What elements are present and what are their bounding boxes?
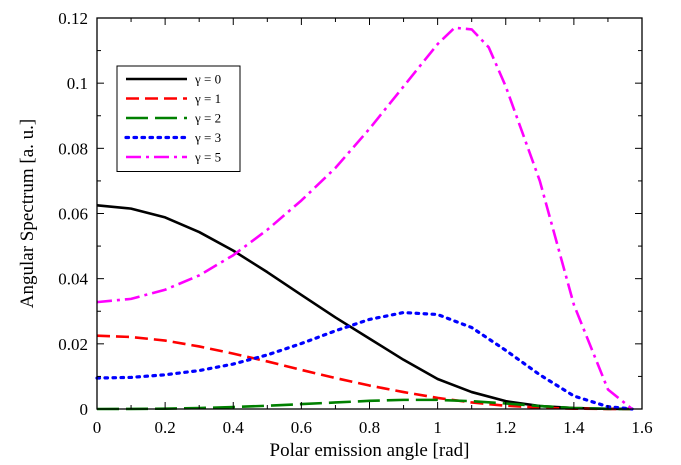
y-tick-label: 0 — [80, 400, 89, 419]
y-axis-title: Angular Spectrum [a. u.] — [17, 119, 38, 308]
y-tick-label: 0.12 — [58, 9, 88, 28]
x-tick-label: 0 — [93, 418, 102, 437]
series-line-4 — [96, 26, 633, 411]
x-tick-label: 1.6 — [631, 418, 652, 437]
x-tick-label: 1 — [433, 418, 442, 437]
legend-label-4: γ = 5 — [194, 150, 221, 165]
x-tick-label: 0.8 — [359, 418, 380, 437]
x-tick-label: 0.2 — [155, 418, 176, 437]
y-tick-label: 0.1 — [67, 74, 88, 93]
series-line-2 — [96, 398, 633, 411]
y-tick-label: 0.06 — [58, 205, 88, 224]
y-tick-label: 0.08 — [58, 139, 88, 158]
series-line-0 — [96, 204, 633, 411]
legend-label-2: γ = 2 — [194, 111, 221, 126]
legend: γ = 0 γ = 1 γ = 2 γ = 3 γ = 5 — [116, 65, 241, 172]
x-tick-label: 0.6 — [291, 418, 312, 437]
x-tick-label: 1.2 — [495, 418, 516, 437]
x-tick-label: 1.4 — [563, 418, 585, 437]
legend-label-3: γ = 3 — [194, 130, 221, 145]
x-axis-title: Polar emission angle [rad] — [270, 440, 470, 461]
series-line-3 — [95, 310, 634, 411]
x-tick-label: 0.4 — [223, 418, 245, 437]
y-tick-label: 0.02 — [58, 335, 88, 354]
y-tick-label: 0.04 — [58, 270, 88, 289]
tick-layer: 0 0.2 0.4 0.6 0.8 1 1.2 1.4 1.6 0 0.02 0.04 0.06 0.08… — [58, 9, 652, 437]
series-layer — [95, 26, 634, 411]
legend-label-0: γ = 0 — [194, 72, 221, 87]
series-line-1 — [96, 334, 633, 411]
legend-label-1: γ = 1 — [194, 91, 221, 106]
